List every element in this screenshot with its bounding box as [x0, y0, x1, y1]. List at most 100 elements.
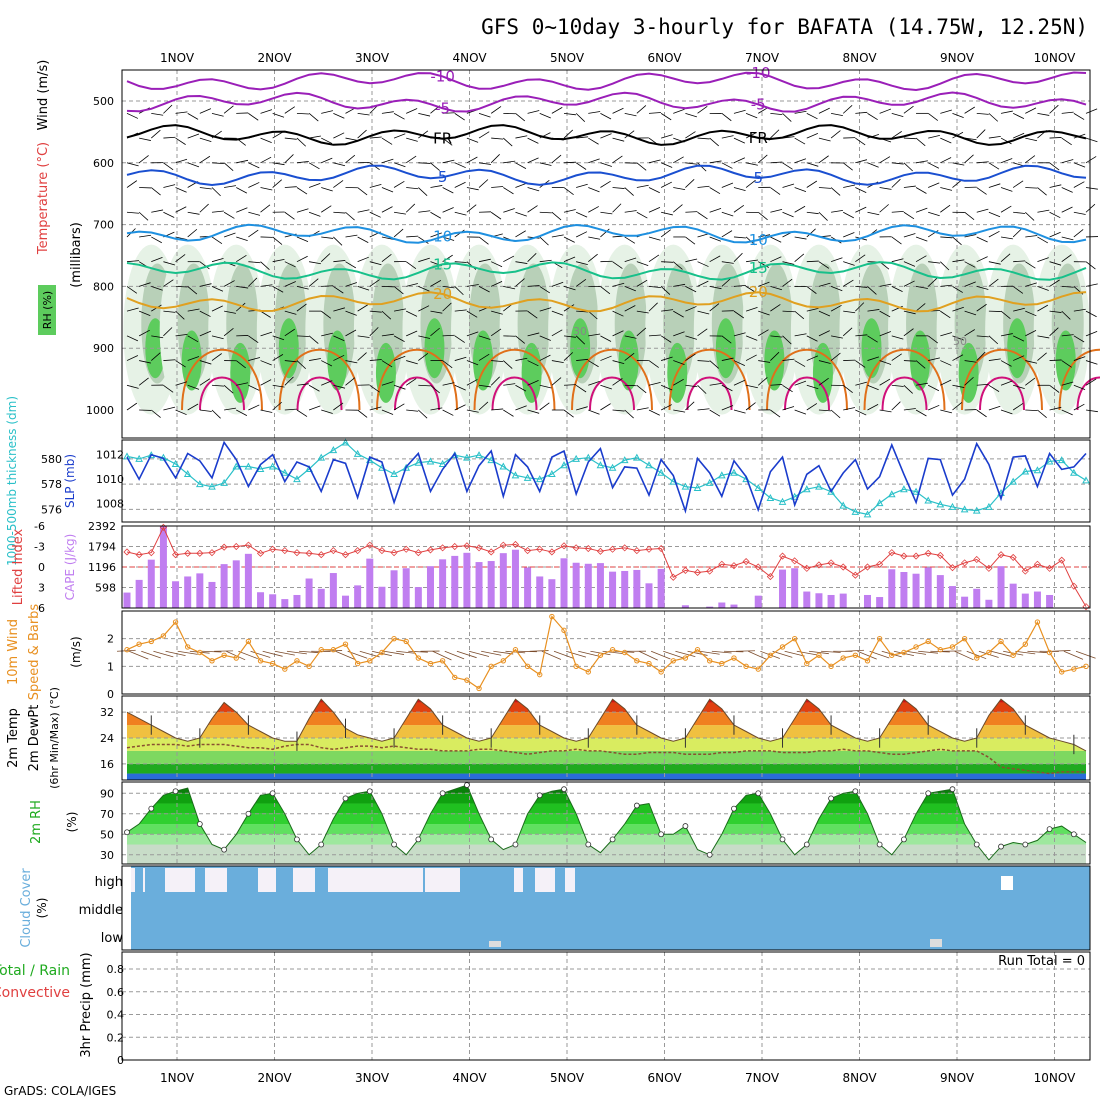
- wind-barb: [345, 137, 358, 141]
- wind-barb: [770, 304, 781, 312]
- cape-bar: [426, 566, 434, 608]
- wind-barb: [406, 310, 418, 317]
- wind-barb: [551, 360, 564, 364]
- cape-bar: [184, 576, 192, 608]
- wind-barb: [867, 356, 880, 361]
- wind-speed-point: [694, 647, 701, 653]
- wind-barb: [551, 329, 563, 337]
- wind-barb: [976, 112, 989, 115]
- cape-bar: [475, 562, 483, 608]
- li-point: [730, 562, 738, 570]
- wind-barb: [928, 357, 940, 361]
- bottom-day-label: 8NOV: [842, 1071, 877, 1085]
- wind-barb: [721, 384, 733, 392]
- wind-barb: [515, 278, 525, 287]
- rh-contour-label: 50: [953, 335, 967, 348]
- temperature-contour-label: 20: [749, 283, 768, 301]
- dewpoint-series-line: [126, 743, 1086, 775]
- wind-barb: [636, 384, 647, 394]
- li-point: [220, 543, 228, 551]
- cape-bar: [936, 575, 944, 608]
- wind-barb: [163, 384, 174, 393]
- cape-bar: [220, 564, 228, 608]
- wind-barb-10m: [1015, 650, 1036, 655]
- temperature-contour-22: [278, 348, 361, 411]
- li-point: [196, 549, 204, 557]
- cape-bar: [839, 593, 847, 608]
- wind-barb: [478, 258, 491, 263]
- wind-barb: [369, 211, 381, 218]
- wind-barb: [272, 162, 285, 166]
- wind-barb: [296, 383, 309, 386]
- wind-barb: [223, 105, 234, 114]
- axis-label-2m-dewpt: 2m DewPt: [27, 705, 42, 772]
- wind-barb: [855, 187, 867, 193]
- wind-barb: [260, 409, 273, 413]
- cloud-cover-frame: [121, 865, 1091, 951]
- wind-tick-label: 2: [107, 633, 114, 646]
- wind-barb: [757, 154, 768, 164]
- wind-barb: [563, 209, 576, 213]
- wind-barb: [636, 261, 649, 266]
- temperature-contour-25: [979, 376, 1025, 411]
- cape-bar: [754, 595, 762, 608]
- temp-tick-label: 16: [100, 758, 114, 771]
- cape-bar: [196, 573, 204, 608]
- li-point: [924, 549, 932, 557]
- wind-barb: [126, 260, 139, 263]
- wind-barb: [418, 335, 431, 339]
- wind-barb: [636, 327, 647, 337]
- li-point: [341, 551, 350, 559]
- wind-barb: [843, 184, 856, 188]
- rh-shading-green: [1055, 330, 1076, 391]
- rh-shading-green: [473, 330, 494, 391]
- wind-barb: [442, 236, 455, 241]
- wind-barb: [260, 109, 273, 114]
- wind-barb: [976, 256, 988, 263]
- wind-speed-point: [342, 641, 349, 647]
- wind-barb: [430, 310, 443, 314]
- thickness-tick-label: 578: [41, 478, 62, 491]
- wind-barb: [770, 129, 780, 139]
- rh-point: [536, 792, 543, 799]
- wind-barb: [1073, 162, 1086, 168]
- wind-barb: [199, 155, 211, 164]
- wind-barb: [357, 112, 370, 116]
- thickness-point: [717, 471, 726, 479]
- wind-barb: [867, 113, 878, 121]
- cape-bar: [1021, 593, 1029, 608]
- wind-barb: [612, 261, 623, 269]
- wind-barb: [175, 187, 187, 193]
- wind-barb: [369, 406, 382, 411]
- thickness-point: [475, 451, 483, 459]
- wind-barb: [393, 286, 404, 295]
- thickness-slp-frame: [121, 439, 1091, 523]
- wind-barb: [976, 286, 989, 290]
- rh-point: [706, 851, 713, 858]
- wind-barb: [1013, 355, 1025, 361]
- wind-barb: [1000, 380, 1013, 386]
- wind-barb: [260, 156, 272, 164]
- wind-barb: [624, 352, 635, 361]
- wind-speed-point: [974, 655, 980, 661]
- wind-barb-10m: [905, 650, 927, 655]
- wind-barb: [175, 158, 188, 164]
- wind-barb: [940, 137, 952, 144]
- wind-speed-point: [354, 660, 361, 667]
- wind-barb: [843, 279, 854, 287]
- wind-speed-point: [622, 649, 628, 656]
- rh-point: [1022, 841, 1029, 848]
- cape-bar: [888, 569, 896, 608]
- cape-bar: [948, 586, 956, 608]
- cloud-cover-fill: [131, 866, 1090, 950]
- rh-point: [415, 836, 422, 843]
- wind-barb-10m: [711, 650, 732, 654]
- wind-barb: [685, 335, 697, 340]
- wind-barb: [927, 277, 938, 287]
- li-point: [402, 545, 410, 553]
- rh2m-frame: [121, 781, 1091, 865]
- thickness-point: [438, 459, 447, 467]
- wind-barb-10m: [335, 650, 355, 660]
- wind-speed-point: [1022, 641, 1029, 647]
